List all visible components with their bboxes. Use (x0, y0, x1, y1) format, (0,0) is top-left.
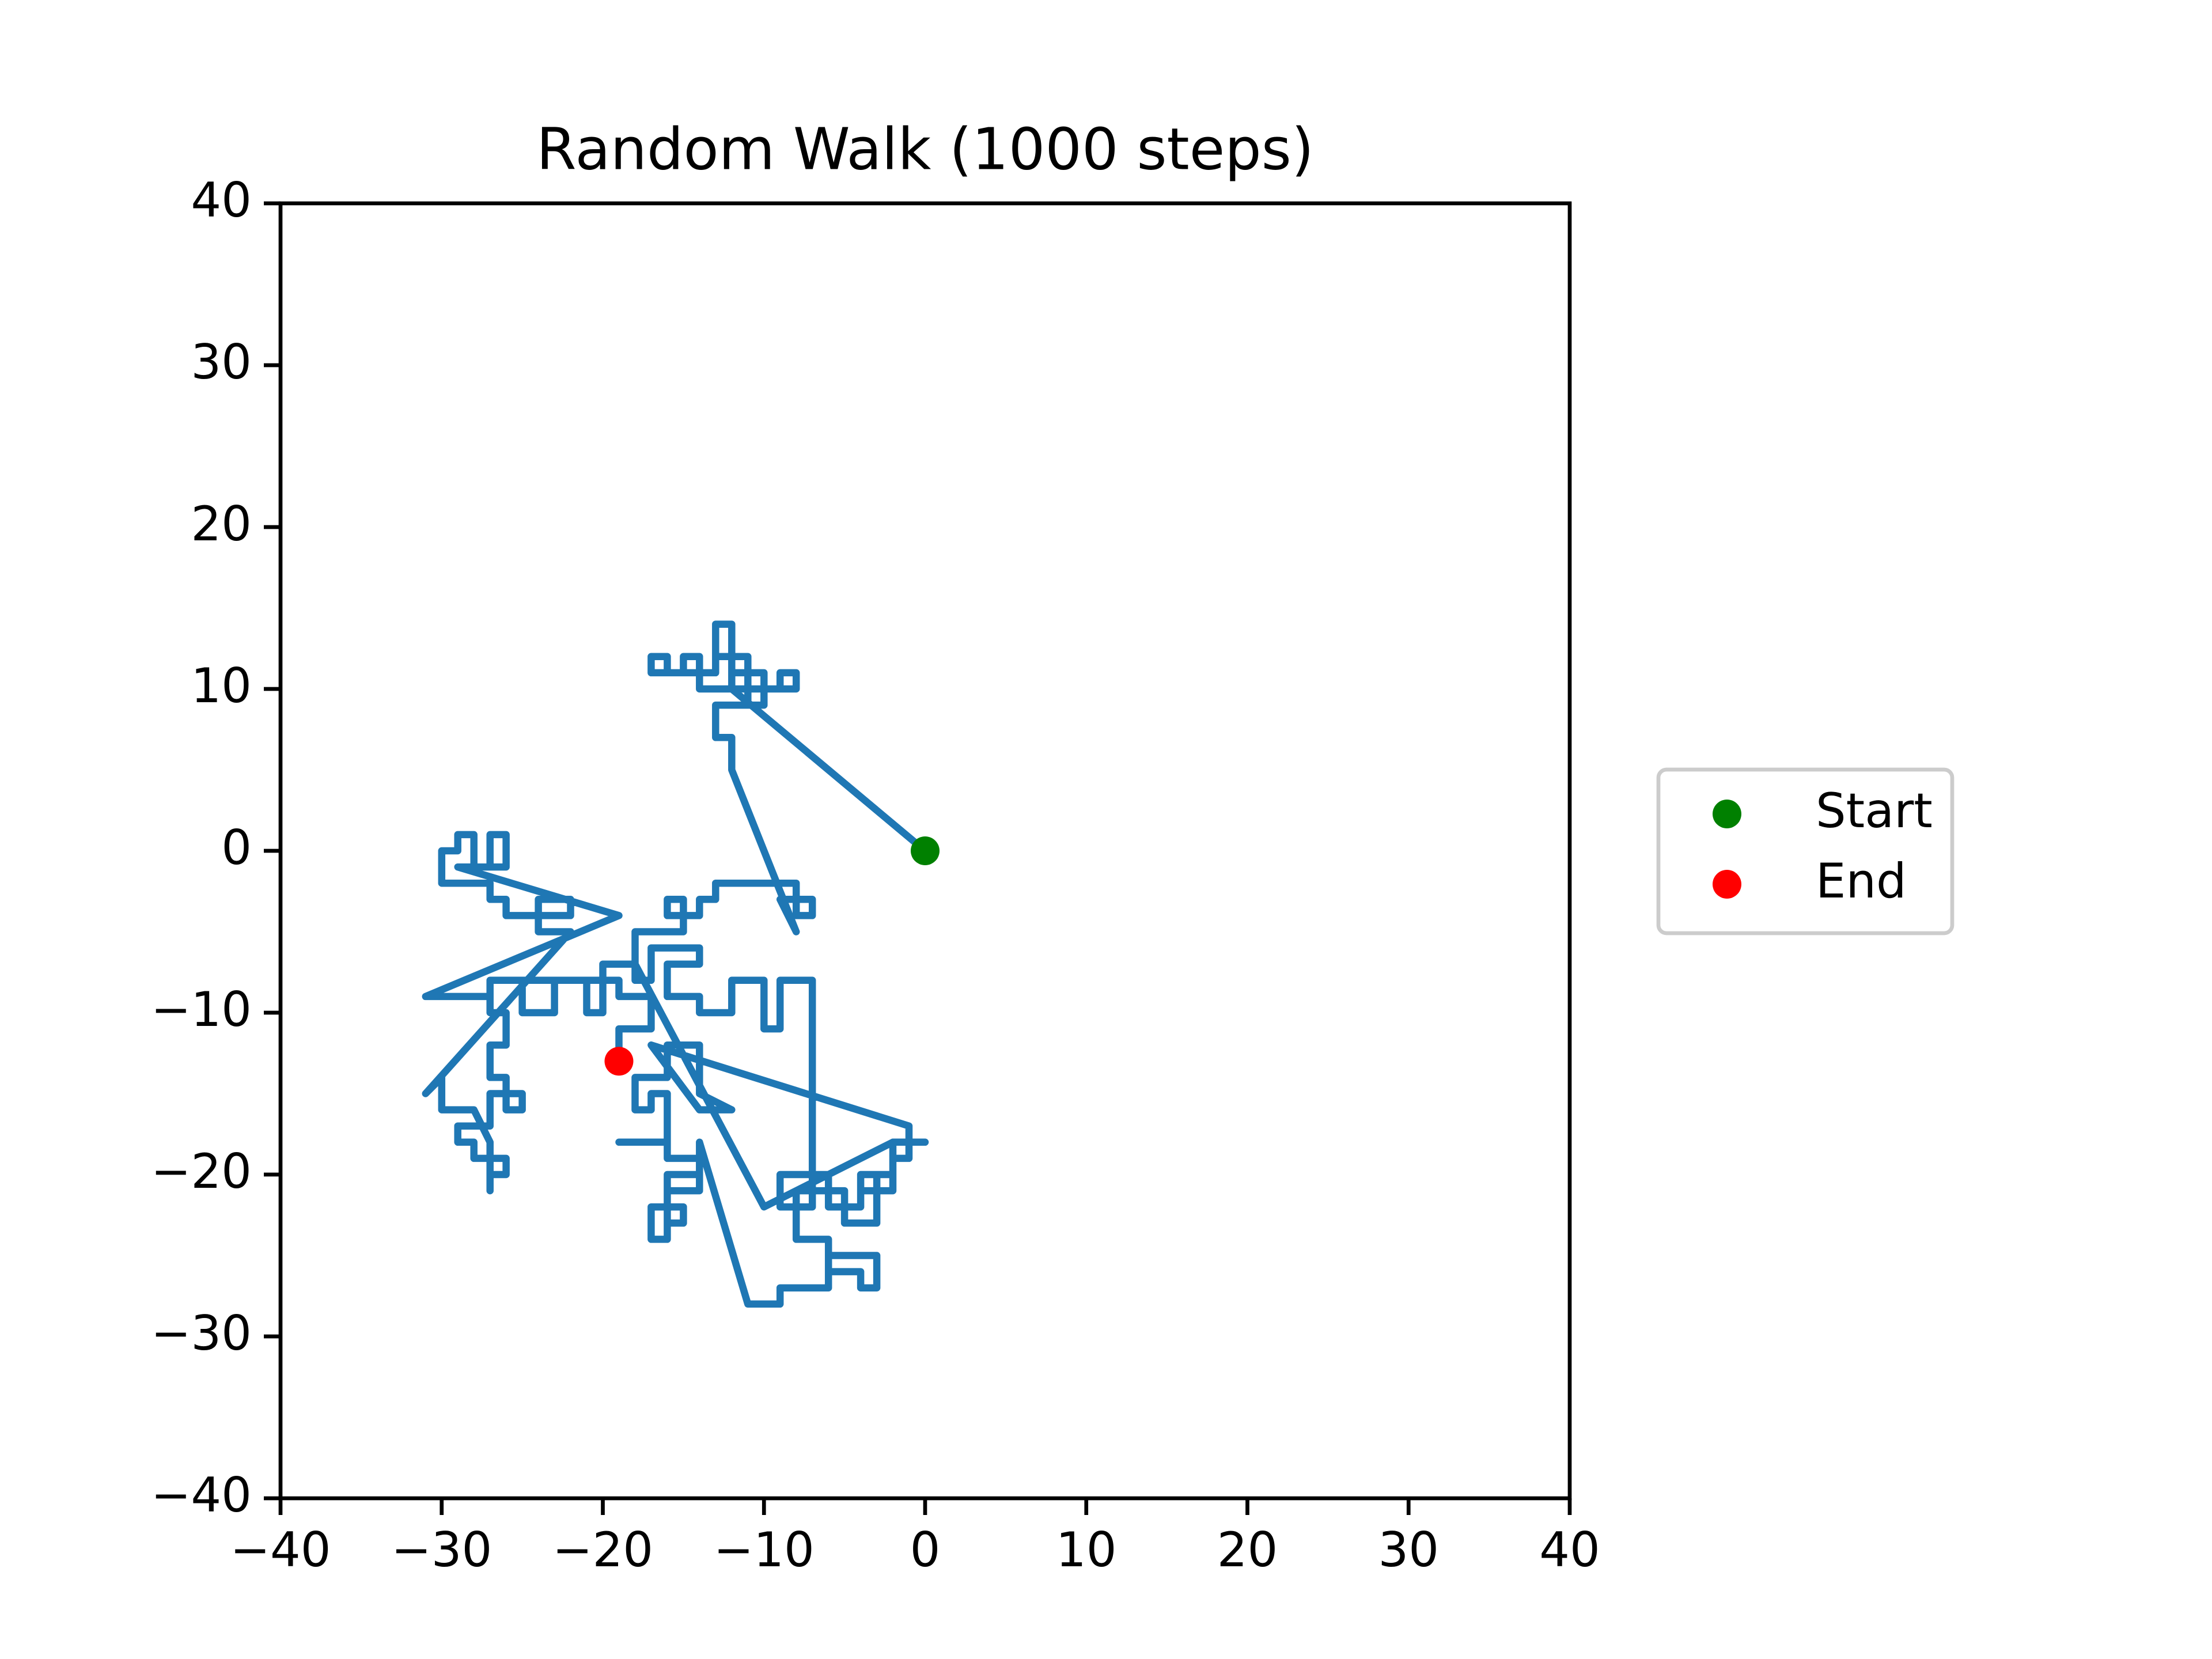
legend-label: End (1816, 853, 1907, 909)
y-tick-label: 0 (221, 820, 252, 876)
x-tick-label: 20 (1217, 1522, 1278, 1578)
y-tick-label: −30 (151, 1305, 252, 1361)
x-tick-label: −20 (552, 1522, 653, 1578)
y-tick-label: 30 (191, 334, 252, 390)
y-tick-label: 20 (191, 496, 252, 552)
chart-title: Random Walk (1000 steps) (536, 115, 1314, 183)
legend-label: Start (1816, 783, 1933, 839)
y-tick-label: −40 (151, 1467, 252, 1523)
x-tick-label: 10 (1056, 1522, 1117, 1578)
point (604, 1047, 634, 1076)
x-tick-label: 40 (1539, 1522, 1600, 1578)
x-tick-label: 0 (910, 1522, 941, 1578)
y-tick-label: −20 (151, 1143, 252, 1199)
x-tick-label: −30 (391, 1522, 492, 1578)
legend-marker (1713, 870, 1741, 899)
y-tick-label: 40 (191, 172, 252, 228)
point (911, 836, 940, 865)
legend-marker (1713, 800, 1741, 828)
x-tick-label: −10 (714, 1522, 815, 1578)
y-tick-label: 10 (191, 658, 252, 714)
x-tick-label: 30 (1378, 1522, 1439, 1578)
y-tick-label: −10 (151, 982, 252, 1037)
walk-line (422, 620, 930, 1308)
x-tick-label: −40 (230, 1522, 331, 1578)
